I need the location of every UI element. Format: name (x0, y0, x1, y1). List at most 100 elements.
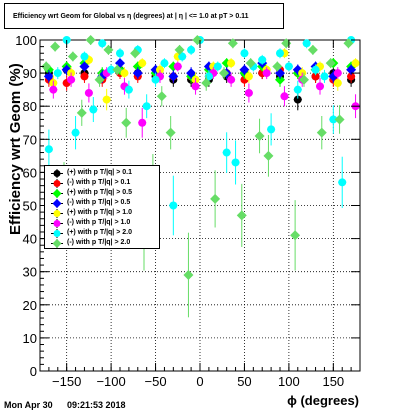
legend-label: (+) with p T/|q| > 2.0 (67, 229, 132, 236)
data-point (307, 44, 318, 55)
x-axis-label: ϕ (degrees) (287, 393, 359, 408)
data-point (187, 45, 196, 54)
data-point (44, 145, 53, 154)
x-tick-label: −100 (96, 374, 125, 389)
data-point (302, 39, 311, 48)
legend-entry: (+) with p T/|q| > 2.0 (45, 228, 159, 238)
data-point (107, 65, 116, 74)
data-point (191, 82, 200, 91)
data-point (142, 102, 151, 111)
x-tick-label: 150 (322, 374, 344, 389)
data-point (334, 114, 345, 125)
data-point (276, 49, 284, 58)
y-tick-label: 60 (23, 165, 37, 180)
data-point (67, 51, 78, 62)
data-point (290, 230, 301, 241)
data-point (311, 65, 320, 74)
data-point (174, 44, 185, 55)
tick-labels: −150 −100 −50 0 50 100 150 0 10 20 30 40 50 60 70 80 90 1… (15, 33, 344, 389)
series-5 (49, 61, 360, 138)
data-point (263, 150, 274, 161)
legend-label: (+) with p T/|q| > 1.0 (67, 209, 132, 216)
data-point (239, 64, 250, 75)
data-point (80, 52, 89, 61)
legend-label: (-) with p T/|q| > 2.0 (67, 239, 131, 246)
data-point (80, 72, 89, 81)
data-point (333, 79, 342, 88)
x-tick-label: −150 (52, 374, 81, 389)
legend-marker (51, 239, 63, 248)
legend-marker-shape (53, 210, 61, 217)
legend-entry: (-) with p T/|q| > 1.0 (45, 218, 159, 228)
data-point (272, 61, 283, 72)
data-point (293, 85, 302, 94)
data-point (213, 62, 222, 71)
data-point (254, 130, 265, 141)
legend-entry: (-) with p T/|q| > 2.0 (45, 238, 159, 248)
data-point (132, 68, 143, 79)
data-point (343, 38, 354, 49)
data-point (316, 127, 327, 138)
data-point (222, 148, 231, 157)
chart-title: Efficiency wrt Geom for Global vs η (deg… (13, 13, 249, 20)
data-point (130, 48, 141, 59)
data-point (124, 85, 133, 94)
data-point (132, 61, 143, 72)
y-tick-label: 0 (30, 364, 37, 379)
data-point (333, 69, 342, 78)
data-point (112, 64, 123, 75)
data-point (240, 49, 249, 58)
y-tick-label: 80 (23, 99, 37, 114)
data-point (267, 125, 276, 134)
data-point (120, 69, 129, 78)
legend: (+) with p T/|q| > 0.1 (-) with p T/|q| >… (44, 165, 160, 249)
legend-marker (51, 189, 63, 198)
legend-marker-shape (52, 199, 62, 208)
data-point (204, 72, 213, 81)
data-point (85, 35, 96, 45)
data-point (347, 72, 356, 81)
data-point (258, 55, 267, 64)
x-tick-label: 100 (278, 374, 300, 389)
data-point (94, 74, 105, 85)
legend-label: (+) with p T/|q| > 0.1 (67, 169, 132, 176)
data-point (156, 91, 167, 102)
data-point (49, 85, 58, 94)
y-tick-label: 90 (23, 66, 37, 81)
legend-entry: (+) with p T/|q| > 1.0 (45, 208, 159, 218)
y-tick-label: 40 (23, 232, 37, 247)
data-point (320, 72, 329, 81)
title-box: Efficiency wrt Geom for Global vs η (deg… (4, 3, 284, 29)
data-point (84, 88, 93, 97)
data-point (183, 270, 194, 281)
legend-marker-shape (52, 239, 62, 248)
x-tick-label: 50 (237, 374, 251, 389)
data-point (231, 158, 240, 167)
data-point (156, 65, 164, 74)
data-point (53, 69, 62, 78)
legend-marker (51, 219, 63, 228)
legend-entry: (-) with p T/|q| > 0.1 (45, 178, 159, 188)
data-point (50, 41, 61, 52)
legend-marker-shape (53, 180, 61, 187)
data-point (325, 58, 336, 69)
legend-entry: (+) with p T/|q| > 0.5 (45, 188, 159, 198)
data-point (280, 92, 289, 101)
y-tick-label: 30 (23, 265, 37, 280)
data-point (346, 64, 357, 75)
data-point (201, 78, 212, 89)
data-point (173, 62, 182, 71)
y-tick-label: 50 (23, 199, 37, 214)
legend-label: (-) with p T/|q| > 0.5 (67, 199, 131, 206)
data-point (299, 74, 309, 85)
data-point (186, 68, 197, 79)
data-point (89, 105, 98, 114)
legend-marker-shape (53, 170, 61, 177)
data-point (227, 59, 236, 68)
y-tick-label: 10 (23, 331, 37, 346)
series-7 (41, 35, 354, 318)
legend-label: (+) with p T/|q| > 0.5 (67, 189, 132, 196)
data-point (169, 201, 178, 210)
data-point (316, 82, 324, 91)
data-point (43, 71, 54, 82)
